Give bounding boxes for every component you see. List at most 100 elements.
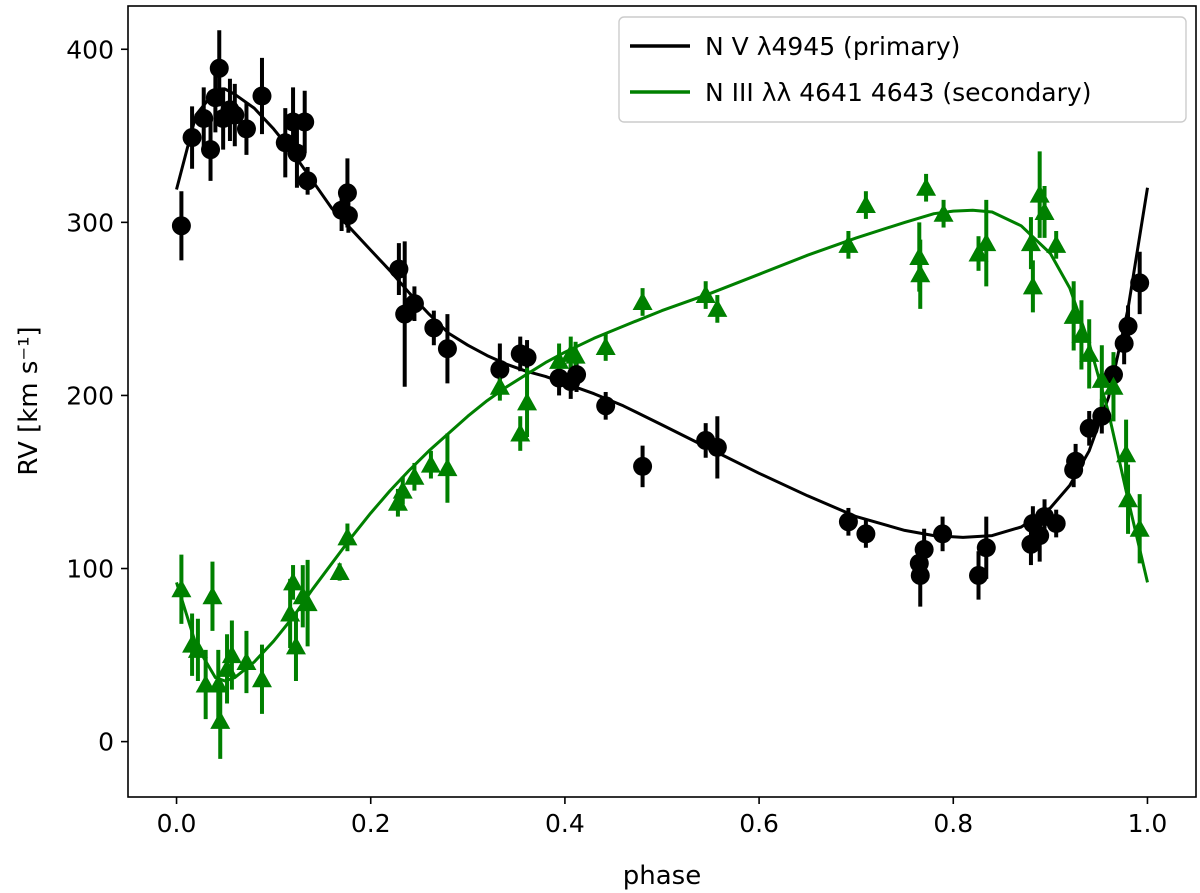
data-point-primary <box>295 112 315 132</box>
data-point-secondary <box>1022 276 1043 295</box>
data-point-secondary <box>1063 305 1084 324</box>
data-point-primary <box>1092 406 1112 426</box>
data-point-secondary <box>208 674 229 693</box>
data-point-primary <box>1066 451 1086 471</box>
data-point-primary <box>1118 316 1138 336</box>
data-point-secondary <box>1103 376 1124 395</box>
x-tick-label: 1.0 <box>1128 809 1168 838</box>
error-bars <box>179 30 1142 759</box>
data-point-primary <box>517 347 537 367</box>
data-point-primary <box>838 512 858 532</box>
data-point-secondary <box>838 234 859 253</box>
y-tick-label: 0 <box>98 728 114 757</box>
data-point-secondary <box>329 561 350 580</box>
data-point-secondary <box>910 264 931 283</box>
data-point-primary <box>209 58 229 78</box>
data-point-secondary <box>976 233 997 252</box>
y-tick-label: 400 <box>66 35 114 64</box>
data-point-primary <box>1046 514 1066 534</box>
data-point-primary <box>910 565 930 585</box>
y-tick-label: 200 <box>66 381 114 410</box>
data-point-primary <box>252 86 272 106</box>
data-point-secondary <box>1079 343 1100 362</box>
data-point-secondary <box>221 645 242 664</box>
data-point-primary <box>338 205 358 225</box>
data-point-primary <box>1114 334 1134 354</box>
data-point-primary <box>171 216 191 236</box>
data-point-primary <box>969 565 989 585</box>
data-point-secondary <box>549 350 570 369</box>
x-tick-label: 0.4 <box>545 809 585 838</box>
data-point-secondary <box>217 658 238 677</box>
data-point-secondary <box>916 177 937 196</box>
x-tick-label: 0.8 <box>933 809 973 838</box>
legend-label-secondary: N III λλ 4641 4643 (secondary) <box>705 78 1091 107</box>
data-point-secondary <box>392 480 413 499</box>
data-point-primary <box>633 456 653 476</box>
data-point-secondary <box>933 203 954 222</box>
data-point-secondary <box>1129 518 1150 537</box>
plot-frame <box>127 5 1197 798</box>
data-point-primary <box>856 524 876 544</box>
y-tick-label: 300 <box>66 208 114 237</box>
x-tick-label: 0.0 <box>157 809 197 838</box>
data-point-primary <box>1030 526 1050 546</box>
data-point-secondary <box>1091 369 1112 388</box>
x-axis-ticks: 0.0 0.2 0.4 0.6 0.8 1.0 <box>157 797 1168 838</box>
data-point-primary <box>201 140 221 160</box>
data-point-secondary <box>280 603 301 622</box>
fit-curve-primary <box>175 87 1149 539</box>
data-point-secondary <box>632 291 653 310</box>
data-point-secondary <box>236 651 257 670</box>
legend: N V λ4945 (primary) N III λλ 4641 4643 (… <box>618 16 1187 123</box>
data-point-secondary <box>195 674 216 693</box>
data-point-secondary <box>171 579 192 598</box>
data-point-primary <box>976 538 996 558</box>
data-point-secondary <box>202 586 223 605</box>
data-point-primary <box>1079 418 1099 438</box>
y-axis-label: RV [km s⁻¹] <box>14 326 44 475</box>
data-point-secondary <box>595 336 616 355</box>
data-point-secondary <box>337 527 358 546</box>
data-point-primary <box>404 294 424 314</box>
data-point-secondary <box>420 454 441 473</box>
data-point-primary <box>567 365 587 385</box>
data-point-secondary <box>1029 184 1050 203</box>
data-point-secondary <box>510 423 531 442</box>
data-point-primary <box>182 128 202 148</box>
data-point-secondary <box>489 376 510 395</box>
data-point-secondary <box>210 710 231 729</box>
data-point-primary <box>205 88 225 108</box>
data-point-secondary <box>283 572 304 591</box>
x-tick-label: 0.2 <box>351 809 391 838</box>
fit-curve-secondary <box>175 208 1149 683</box>
data-point-primary <box>298 171 318 191</box>
fit-curves <box>175 87 1149 683</box>
data-point-primary <box>337 183 357 203</box>
data-point-secondary <box>855 195 876 214</box>
legend-label-primary: N V λ4945 (primary) <box>705 32 960 61</box>
data-point-secondary <box>565 345 586 364</box>
data-point-secondary <box>1116 444 1137 463</box>
data-point-secondary <box>707 298 728 317</box>
x-axis-label: phase <box>623 861 701 891</box>
data-point-primary <box>914 539 934 559</box>
data-point-primary <box>236 119 256 139</box>
data-point-primary <box>287 143 307 163</box>
data-point-primary <box>424 318 444 338</box>
legend-box <box>618 16 1187 123</box>
data-point-secondary <box>1118 489 1139 508</box>
data-point-secondary <box>968 243 989 262</box>
data-point-secondary <box>437 458 458 477</box>
data-point-primary <box>596 396 616 416</box>
y-axis-ticks: 0 100 200 300 400 <box>66 35 128 757</box>
data-point-secondary <box>187 639 208 658</box>
data-point-secondary <box>1046 234 1067 253</box>
data-point-secondary <box>1020 233 1041 252</box>
data-point-secondary <box>404 466 425 485</box>
data-point-secondary <box>387 492 408 511</box>
data-point-primary <box>707 437 727 457</box>
data-point-secondary <box>251 669 272 688</box>
x-tick-label: 0.6 <box>739 809 779 838</box>
